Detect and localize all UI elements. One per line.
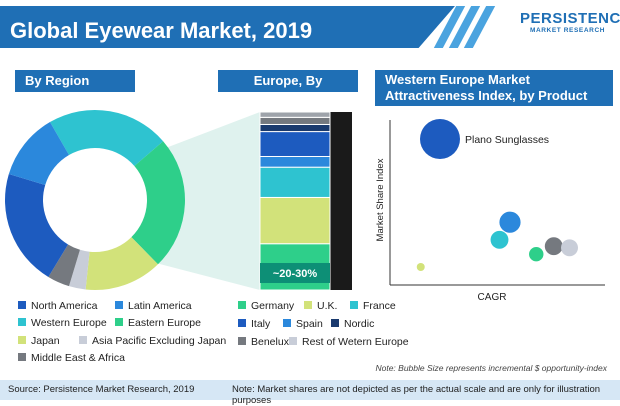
country-legend-item: Italy	[238, 318, 270, 330]
legend-label: Rest of Wetern Europe	[302, 336, 409, 348]
page-title: Global Eyewear Market, 2019	[10, 18, 313, 43]
legend-label: Italy	[251, 318, 271, 330]
region-legend-item: Japan	[18, 335, 60, 347]
country-legend-item: Benelux	[238, 336, 289, 348]
legend-swatch	[115, 301, 123, 310]
funnel-connector	[150, 112, 260, 290]
region-legend-item: Middle East & Africa	[18, 352, 125, 364]
legend-label: Benelux	[251, 336, 289, 348]
legend-swatch	[18, 336, 26, 345]
country-legend-item: Germany	[238, 300, 294, 312]
section-tab-country: Europe, By Country	[218, 70, 358, 110]
legend-swatch	[238, 301, 246, 310]
y-axis-label: Market Share Index	[375, 158, 386, 241]
legend-label: Asia Pacific Excluding Japan	[92, 335, 227, 347]
legend-label: North America	[31, 300, 98, 312]
bubble	[499, 211, 521, 233]
legend-label: Eastern Europe	[128, 317, 201, 329]
donut-slice	[50, 109, 164, 167]
legend-swatch	[18, 353, 26, 362]
legend-swatch	[350, 301, 358, 310]
section-tab-attractiveness-line1: Western Europe Market	[385, 72, 530, 87]
bar-value-label: ~20-30%	[273, 268, 318, 280]
country-legend-item: Nordic	[331, 318, 374, 330]
bubble	[561, 239, 578, 257]
region-legend-item: Western Europe	[18, 317, 107, 329]
donut-slice	[8, 122, 69, 185]
donut-slice	[4, 173, 69, 277]
legend-swatch	[115, 318, 123, 327]
legend-swatch	[18, 301, 26, 310]
legend-label: Spain	[296, 318, 323, 330]
legend-swatch	[304, 301, 312, 310]
region-legend-item: Eastern Europe	[115, 317, 201, 329]
bar-segment	[259, 196, 331, 245]
disclaimer-note: Note: Market shares are not depicted as …	[232, 384, 601, 406]
x-axis-label: CAGR	[478, 292, 507, 303]
legend-swatch	[238, 337, 246, 346]
source-note: Source: Persistence Market Research, 201…	[8, 384, 195, 395]
logo-wordmark: PERSISTENCE	[520, 10, 620, 27]
legend-swatch	[238, 319, 246, 328]
bar-segment	[259, 111, 331, 118]
legend-label: Western Europe	[31, 317, 107, 329]
legend-label: Germany	[251, 300, 295, 312]
region-legend-item: Latin America	[115, 300, 192, 312]
bubble-size-note: Note: Bubble Size represents incremental…	[375, 363, 607, 373]
bar-segment	[259, 156, 331, 168]
bubble-label: Plano Sunglasses	[465, 134, 549, 146]
bubble	[544, 237, 563, 256]
legend-label: Japan	[31, 335, 60, 347]
bar-segment	[259, 123, 331, 133]
country-legend-item: France	[350, 300, 396, 312]
region-legend-item: Asia Pacific Excluding Japan	[79, 335, 226, 347]
country-legend-item: U.K.	[304, 300, 337, 312]
legend-label: Middle East & Africa	[31, 352, 125, 364]
company-logo: PERSISTENCE MARKET RESEARCH	[520, 10, 620, 50]
bar-segment	[259, 166, 331, 198]
bar-shadow-band	[330, 112, 352, 290]
donut-slice	[131, 141, 186, 265]
country-legend-item: Rest of Wetern Europe	[289, 336, 409, 348]
donut-slice	[68, 249, 90, 290]
footer-bar: Source: Persistence Market Research, 201…	[0, 380, 620, 406]
legend-swatch	[289, 337, 297, 346]
section-tab-attractiveness: Western Europe Market Attractiveness Ind…	[375, 70, 613, 106]
section-tab-attractiveness-line2: Attractiveness Index, by Product	[385, 88, 588, 103]
section-tab-region: By Region	[15, 70, 135, 92]
title-banner: Global Eyewear Market, 2019	[0, 6, 455, 48]
donut-slice	[48, 244, 80, 287]
legend-swatch	[79, 336, 87, 345]
bar-value-label-bg	[260, 263, 330, 283]
country-legend-item: Spain	[283, 318, 323, 330]
legend-label: Nordic	[344, 318, 375, 330]
legend-swatch	[283, 319, 291, 328]
bubble	[420, 119, 460, 159]
bubble	[416, 263, 425, 271]
legend-label: France	[363, 300, 396, 312]
bubble	[490, 230, 509, 249]
bar-segment	[259, 131, 331, 158]
donut-slice	[85, 237, 158, 290]
legend-label: Latin America	[128, 300, 192, 312]
legend-swatch	[18, 318, 26, 327]
bar-segment	[259, 116, 331, 125]
region-legend-item: North America	[18, 300, 98, 312]
logo-tagline: MARKET RESEARCH	[529, 27, 606, 34]
legend-swatch	[331, 319, 339, 328]
bubble	[529, 246, 544, 262]
legend-label: U.K.	[317, 300, 338, 312]
